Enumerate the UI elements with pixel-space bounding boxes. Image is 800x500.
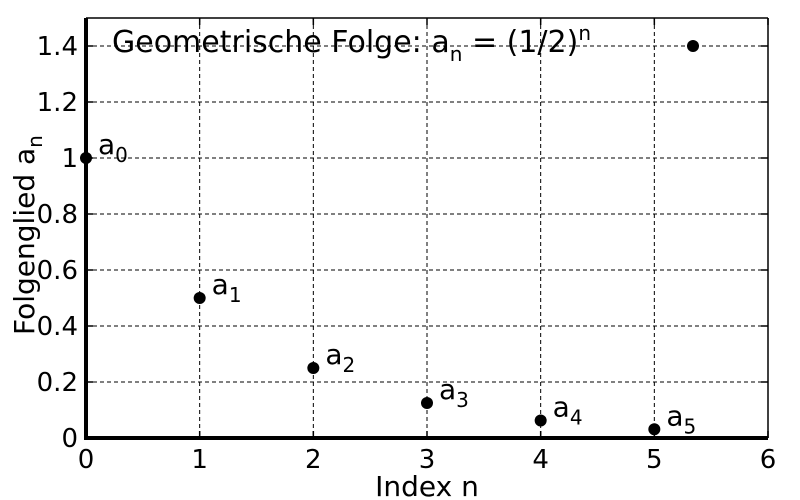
y-tick-label: 1.2 [37,88,78,118]
point-label: a4 [553,391,583,430]
point-label: a0 [98,128,128,167]
point-label: a2 [325,338,355,377]
y-tick-label: 1 [61,144,78,174]
y-tick-label: 0.6 [37,256,78,286]
data-points: a0 a1 a2 a3 a4 a5 [80,128,696,438]
y-tick-label: 0.4 [37,312,78,342]
data-point [80,152,92,164]
data-point [193,292,206,304]
x-tick-label: 0 [78,445,95,475]
x-tick-label: 5 [646,445,663,475]
data-point [648,423,661,436]
data-point [307,362,320,374]
x-tick-label: 3 [419,445,436,475]
grid [86,18,768,438]
legend-marker [687,40,699,52]
data-point [534,414,547,427]
point-label: a5 [666,399,696,438]
point-label: a3 [439,373,469,412]
point-label: a1 [212,268,242,307]
x-tick-label: 6 [760,445,777,475]
y-tick-label: 0 [61,424,78,454]
y-tick-label: 0.2 [37,368,78,398]
y-tick-label: 1.4 [37,32,78,62]
x-tick-label: 2 [305,445,322,475]
x-axis-label: Index n [375,470,479,500]
axes [84,17,769,440]
chart-title: Geometrische Folge: an = (1/2)n [112,21,591,66]
legend [687,40,699,52]
data-point [421,397,433,409]
x-tick-label: 1 [191,445,208,475]
tick-labels: 0 1 2 3 4 5 6 0 0.2 0.4 0.6 0.8 1 1.2 1.4 [37,32,777,475]
y-axis-label: Folgenglied an [8,135,47,335]
x-tick-label: 4 [532,445,549,475]
y-tick-label: 0.8 [37,200,78,230]
